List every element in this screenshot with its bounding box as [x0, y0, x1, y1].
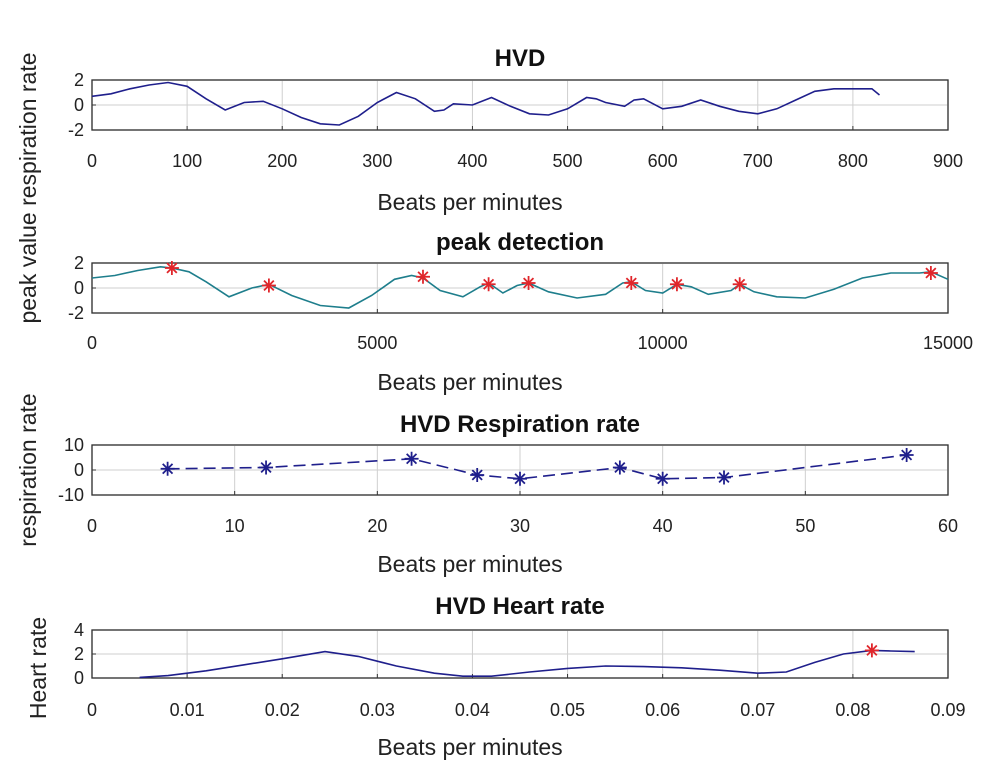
x-axis-label: Beats per minutes — [377, 734, 562, 760]
x-tick-label: 800 — [838, 151, 868, 171]
data-point-marker — [732, 277, 747, 292]
x-tick-label: 0.06 — [645, 700, 680, 720]
data-point-marker — [655, 471, 670, 486]
plot-frame — [91, 262, 949, 314]
data-point-marker — [624, 276, 639, 290]
y-tick-label: 0 — [74, 460, 84, 480]
data-point-marker — [415, 269, 430, 284]
data-point-marker — [259, 460, 274, 475]
x-tick-label: 900 — [933, 151, 963, 171]
chart-title: HVD Respiration rate — [400, 411, 640, 438]
chart-title: peak detection — [436, 229, 604, 256]
plot-frame — [91, 629, 949, 679]
data-point-marker — [923, 266, 938, 280]
x-tick-label: 5000 — [357, 333, 397, 353]
data-point-marker — [513, 471, 527, 486]
x-tick-label: 0 — [87, 516, 97, 536]
x-tick-label: 40 — [653, 516, 673, 536]
x-tick-label: 0.05 — [550, 700, 585, 720]
x-tick-label: 400 — [457, 151, 487, 171]
panel-4: 0 0.01 0.02 0.03 0.04 0.05 0.06 0.07 0.08 0.09 0 2 4… — [74, 593, 966, 760]
x-axis-label: Beats per minutes — [377, 551, 562, 577]
x-tick-label: 0 — [87, 700, 97, 720]
x-tick-label: 0.04 — [455, 700, 490, 720]
y-tick-label: -10 — [58, 485, 84, 505]
x-tick-label: 50 — [795, 516, 815, 536]
y-axis-label-lower: Heart rate — [25, 617, 51, 719]
x-tick-label: 0 — [87, 151, 97, 171]
y-tick-label: 4 — [74, 620, 84, 640]
x-tick-label: 500 — [553, 151, 583, 171]
series-line-respiration — [167, 454, 907, 480]
data-point-marker — [481, 277, 496, 292]
x-tick-label: 10 — [225, 516, 245, 536]
x-axis-label: Beats per minutes — [377, 189, 562, 215]
data-point-marker — [669, 277, 684, 292]
x-tick-label: 700 — [743, 151, 773, 171]
data-point-marker — [160, 461, 175, 476]
x-tick-label: 0.01 — [170, 700, 205, 720]
data-point-marker — [164, 261, 179, 275]
data-point-marker — [717, 470, 732, 485]
y-tick-label: -2 — [68, 120, 84, 140]
y-tick-label: 0 — [74, 95, 84, 115]
series-line-heart — [139, 649, 915, 679]
x-tick-label: 60 — [938, 516, 958, 536]
data-point-marker — [899, 448, 914, 462]
chart-title: HVD — [495, 45, 546, 72]
series-line-HVD — [91, 81, 881, 126]
x-tick-label: 30 — [510, 516, 530, 536]
y-axis-label-upper: peak value respiration rate — [15, 52, 41, 323]
data-point-marker — [470, 468, 485, 482]
chart-title: HVD Heart rate — [435, 593, 604, 620]
y-tick-label: -2 — [68, 303, 84, 323]
plot-frame — [91, 79, 949, 131]
y-tick-label: 2 — [74, 70, 84, 90]
data-point-marker — [261, 278, 276, 293]
y-tick-label: 2 — [74, 644, 84, 664]
data-point-marker — [864, 643, 879, 658]
data-point-marker — [521, 276, 536, 290]
plot-frame — [91, 444, 949, 496]
y-axis-label-middle: respiration rate — [15, 393, 41, 546]
y-tick-label: 0 — [74, 668, 84, 688]
x-tick-label: 10000 — [638, 333, 688, 353]
data-point-marker — [612, 460, 627, 475]
y-tick-label: 10 — [64, 435, 84, 455]
x-tick-label: 0.09 — [930, 700, 965, 720]
x-tick-label: 20 — [367, 516, 387, 536]
data-point-marker — [404, 451, 419, 466]
x-tick-label: 100 — [172, 151, 202, 171]
x-tick-label: 0 — [87, 333, 97, 353]
x-tick-label: 0.02 — [265, 700, 300, 720]
x-tick-label: 200 — [267, 151, 297, 171]
x-tick-label: 15000 — [923, 333, 973, 353]
y-tick-label: 2 — [74, 253, 84, 273]
x-axis-label: Beats per minutes — [377, 369, 562, 395]
x-tick-label: 300 — [362, 151, 392, 171]
panel-1: 0 100 200 300 400 500 600 700 800 900-202HVDBeats… — [68, 45, 963, 215]
x-tick-label: 0.08 — [835, 700, 870, 720]
x-tick-label: 600 — [648, 151, 678, 171]
y-tick-label: 0 — [74, 278, 84, 298]
series-line-signal — [91, 265, 949, 309]
x-tick-label: 0.07 — [740, 700, 775, 720]
x-tick-label: 0.03 — [360, 700, 395, 720]
